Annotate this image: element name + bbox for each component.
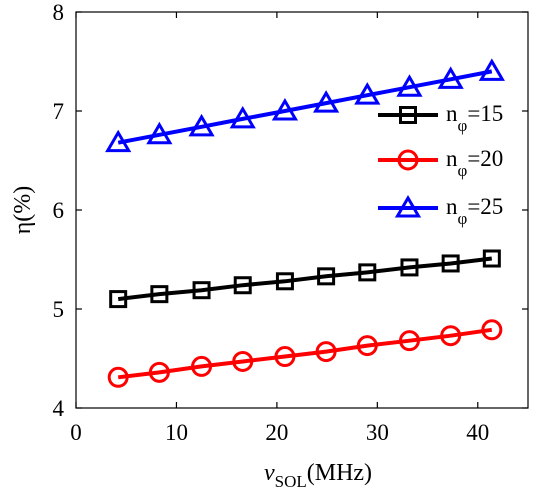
- data-point-triangle: [229, 105, 256, 129]
- x-tick-label: 20: [265, 420, 288, 445]
- legend-marker-circle: [397, 149, 419, 171]
- data-point-square: [233, 276, 252, 295]
- legend-label-main: n: [446, 101, 458, 126]
- legend-label-suffix: =15: [467, 101, 503, 126]
- series-layer: [105, 58, 505, 388]
- x-axis-label: νSOL(MHz): [264, 460, 372, 491]
- legend-label-suffix: =25: [467, 194, 503, 219]
- x-tick-label: 10: [165, 420, 188, 445]
- data-point-square: [400, 258, 419, 277]
- data-point-square: [109, 290, 128, 309]
- data-point-circle: [398, 330, 420, 352]
- data-point-triangle: [437, 66, 464, 89]
- legend-label-main: n: [446, 146, 458, 171]
- series-line: [117, 256, 493, 302]
- legend-label: nφ=15: [446, 101, 503, 135]
- x-tick-label: 40: [466, 420, 489, 445]
- legend-label: nφ=20: [446, 146, 503, 180]
- legend-label-main: n: [446, 194, 458, 219]
- legend-label-subscript: φ: [458, 209, 468, 228]
- data-point-circle: [356, 335, 378, 357]
- y-tick-label: 5: [53, 297, 65, 322]
- legend-label: nφ=25: [446, 194, 503, 228]
- legend-marker-square: [399, 106, 417, 124]
- legend-label-subscript: φ: [458, 161, 468, 180]
- series-triangle: [105, 58, 505, 153]
- data-point-square: [275, 272, 294, 291]
- data-point-circle: [232, 350, 254, 372]
- data-point-triangle: [188, 113, 215, 137]
- x-axis-label-symbol: ν: [264, 460, 275, 486]
- x-axis-label-unit: (MHz): [307, 460, 372, 486]
- y-tick-label: 8: [53, 0, 65, 25]
- data-point-triangle: [478, 58, 505, 81]
- data-point-triangle: [312, 90, 340, 113]
- legend-item: nφ=25: [378, 194, 503, 228]
- legend-marker-triangle: [394, 195, 422, 218]
- data-point-circle: [440, 325, 462, 347]
- y-tick-label: 7: [53, 99, 65, 124]
- x-tick-label: 0: [70, 420, 82, 445]
- legend-item: nφ=20: [378, 146, 503, 180]
- legend-item: nφ=15: [378, 101, 503, 135]
- data-point-square: [441, 254, 460, 273]
- y-tick-label: 4: [53, 396, 65, 421]
- data-point-square: [150, 285, 169, 304]
- data-point-triangle: [146, 121, 173, 145]
- data-point-circle: [107, 366, 129, 388]
- axes: 0 10 20 30 40 4 5 6 7 8: [53, 0, 529, 445]
- series-line: [117, 69, 493, 145]
- legend-label-subscript: φ: [458, 116, 468, 135]
- x-tick-label: 30: [366, 420, 389, 445]
- series-circle: [107, 319, 503, 388]
- data-point-triangle: [271, 98, 299, 121]
- series-square: [109, 249, 501, 309]
- data-point-circle: [191, 355, 213, 377]
- data-point-circle: [481, 319, 503, 341]
- data-point-triangle: [354, 82, 381, 105]
- data-point-triangle: [396, 74, 423, 97]
- series-line: [117, 327, 493, 380]
- data-point-square: [317, 267, 336, 286]
- data-point-circle: [148, 361, 170, 383]
- y-axis-label: η(%): [10, 186, 36, 235]
- data-point-square: [192, 281, 211, 300]
- data-point-triangle: [105, 129, 132, 153]
- x-axis-label-subscript: SOL: [275, 472, 307, 491]
- data-point-square: [482, 249, 501, 268]
- data-point-circle: [274, 346, 296, 368]
- y-tick-label: 6: [53, 198, 65, 223]
- legend-label-suffix: =20: [467, 146, 503, 171]
- data-point-circle: [315, 341, 337, 363]
- data-point-square: [358, 263, 377, 282]
